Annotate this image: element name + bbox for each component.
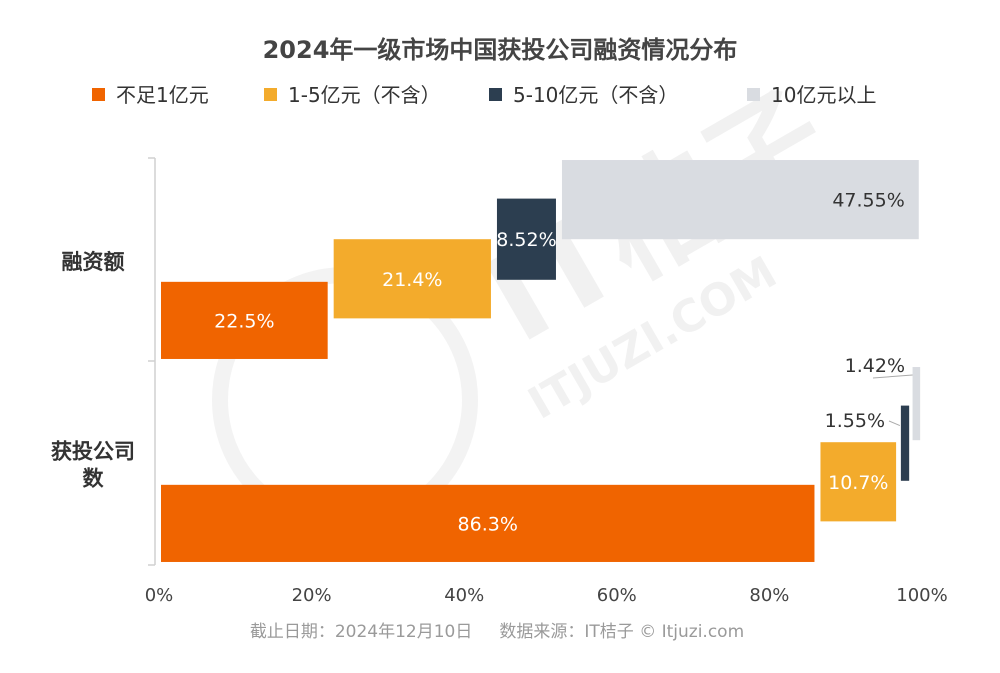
legend-label-3: 10亿元以上	[771, 83, 876, 107]
x-tick-label-2: 40%	[444, 585, 484, 606]
category-label-0-0: 融资额	[62, 250, 125, 274]
bar-1-3	[912, 367, 921, 441]
legend-label-0: 不足1亿元	[116, 83, 209, 107]
data-label-0-0: 22.5%	[214, 310, 274, 332]
bars: 22.5% 21.4% 8.52% 47.55% 86.3% 10.7% 1.55% 1.42…	[161, 160, 921, 562]
bar-0-2	[496, 198, 556, 280]
data-label-0-1: 21.4%	[382, 269, 442, 291]
data-label-1-2: 1.55%	[825, 410, 885, 432]
bar-0-0	[161, 281, 328, 359]
category-label-1-1: 数	[83, 467, 105, 491]
x-tick-label-1: 20%	[292, 585, 332, 606]
bar-0-1	[333, 239, 491, 319]
legend-label-1: 1-5亿元（不含）	[288, 83, 441, 107]
x-tick-label-5: 100%	[896, 585, 947, 606]
source-note: 截止日期：2024年12月10日 数据来源：IT桔子 © Itjuzi.com	[250, 622, 744, 642]
x-tick-label-0: 0%	[145, 585, 174, 606]
legend-swatch-0	[92, 88, 105, 101]
legend: 不足1亿元 1-5亿元（不含） 5-10亿元（不含） 10亿元以上	[92, 83, 876, 107]
chart-title: 2024年一级市场中国获投公司融资情况分布	[263, 36, 738, 64]
leader-line-1-2	[888, 420, 901, 427]
x-tick-label-4: 80%	[749, 585, 789, 606]
legend-swatch-2	[489, 88, 502, 101]
leader-line-1-3	[872, 374, 913, 379]
x-tick-label-3: 60%	[597, 585, 637, 606]
data-label-1-1: 10.7%	[828, 472, 888, 494]
bar-1-0	[161, 484, 815, 562]
legend-swatch-3	[747, 88, 760, 101]
data-label-0-3: 47.55%	[832, 190, 904, 212]
x-axis-ticks: 0% 20% 40% 60% 80% 100%	[145, 585, 948, 606]
data-label-0-2: 8.52%	[496, 229, 556, 251]
bar-1-2	[900, 405, 910, 481]
category-label-1-0: 获投公司	[51, 440, 135, 464]
data-label-1-3: 1.42%	[845, 355, 905, 377]
legend-label-2: 5-10亿元（不含）	[513, 83, 678, 107]
legend-swatch-1	[264, 88, 277, 101]
data-label-1-0: 86.3%	[458, 513, 518, 535]
bar-1-1	[820, 442, 897, 522]
bar-0-3	[561, 160, 919, 240]
